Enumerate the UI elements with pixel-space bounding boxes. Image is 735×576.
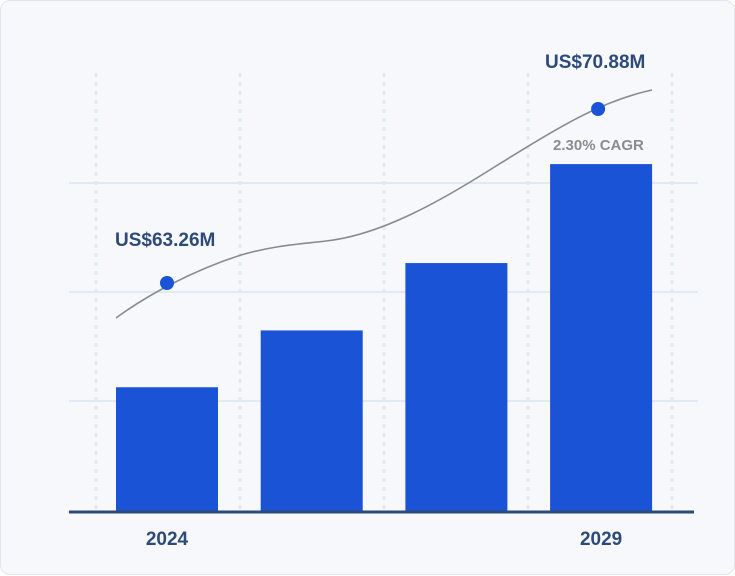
bars <box>116 164 653 513</box>
bar-2024 <box>116 387 218 512</box>
bar-year-2 <box>260 330 363 512</box>
x-tick-2024: 2024 <box>146 529 189 550</box>
bar-2029 <box>550 164 653 513</box>
trend-layer <box>115 89 653 319</box>
trend-line <box>115 89 653 319</box>
x-tick-2029: 2029 <box>580 529 622 550</box>
bar-year-3 <box>405 263 508 512</box>
start-point-dot <box>160 276 174 290</box>
end-value-label: US$70.88M <box>545 52 645 73</box>
end-point-dot <box>591 102 606 116</box>
start-value-label: US$63.26M <box>115 230 215 251</box>
x-tick-labels: 2024 2029 <box>146 529 622 550</box>
cagr-label: 2.30% CAGR <box>553 137 644 154</box>
